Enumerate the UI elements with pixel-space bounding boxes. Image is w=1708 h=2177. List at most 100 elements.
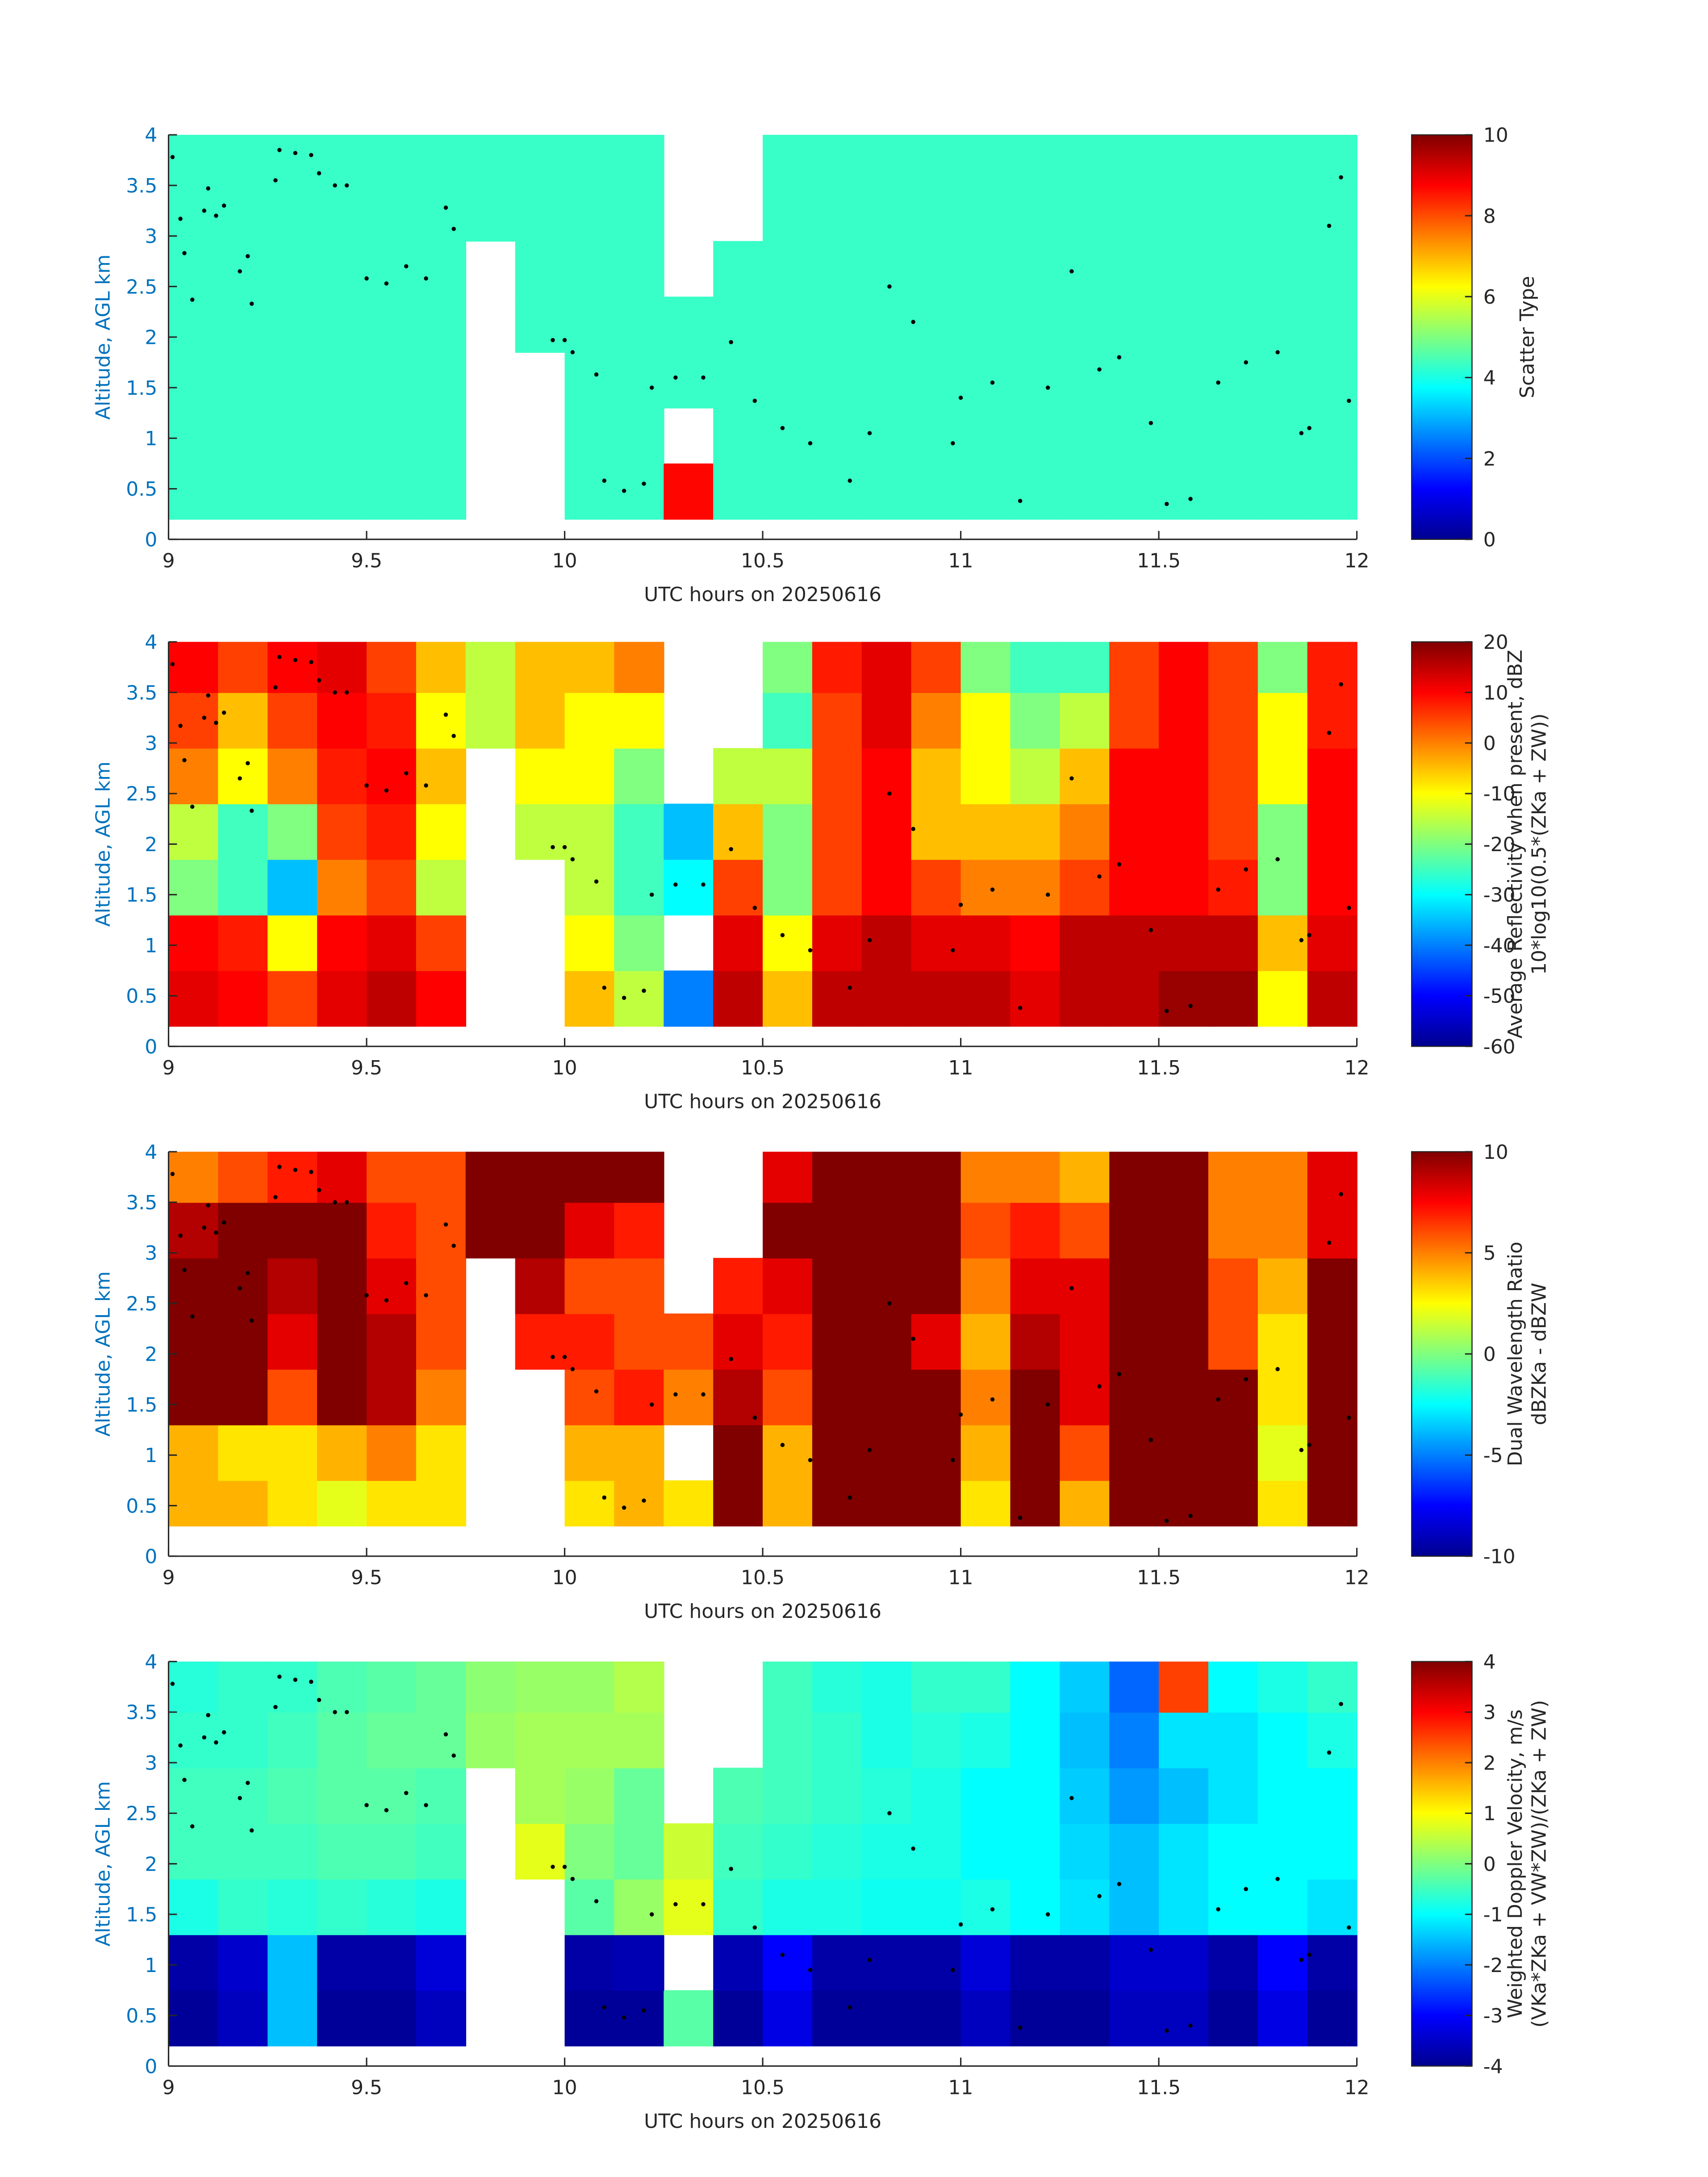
- heatmap-cell: [1109, 134, 1160, 186]
- y-tick-label: 3.5: [126, 175, 157, 197]
- heatmap-cell: [1060, 297, 1110, 353]
- heatmap-cell: [1109, 642, 1160, 693]
- point: [1299, 1448, 1304, 1452]
- heatmap-cell: [1060, 185, 1110, 242]
- heatmap-cell: [763, 185, 813, 242]
- heatmap-cell: [1109, 1152, 1160, 1203]
- point: [1307, 1443, 1311, 1447]
- x-tick-label: 9.5: [351, 1057, 382, 1079]
- heatmap-cell: [564, 692, 615, 749]
- point: [673, 375, 678, 380]
- heatmap-cell: [267, 297, 318, 353]
- heatmap-cell: [763, 1202, 813, 1259]
- heatmap-cell: [1109, 970, 1160, 1027]
- heatmap-cell: [1208, 970, 1259, 1027]
- point: [1165, 501, 1169, 506]
- heatmap-cell: [1010, 1935, 1061, 1991]
- heatmap-cell: [317, 1258, 367, 1314]
- colorbar-tick-label: 3: [1483, 1701, 1496, 1724]
- heatmap-cell: [763, 1768, 813, 1824]
- heatmap-cell: [960, 1258, 1011, 1314]
- heatmap-cell: [366, 1990, 417, 2047]
- heatmap-cell: [1109, 1661, 1160, 1713]
- heatmap-cell: [317, 1823, 367, 1880]
- heatmap-cell: [416, 748, 467, 804]
- heatmap-cell: [1208, 1202, 1259, 1259]
- heatmap-cell: [1010, 352, 1061, 409]
- heatmap-cell: [1208, 1823, 1259, 1880]
- heatmap-cell: [366, 463, 417, 520]
- heatmap-cell: [1208, 1879, 1259, 1935]
- heatmap-cell: [713, 1258, 764, 1314]
- y-tick-label: 1: [145, 1444, 157, 1467]
- heatmap-cell: [960, 1935, 1011, 1991]
- heatmap-cell: [465, 185, 516, 242]
- point: [1216, 887, 1220, 892]
- point: [202, 715, 207, 720]
- heatmap-cell: [1010, 642, 1061, 693]
- point: [364, 783, 369, 788]
- heatmap-cell: [1060, 1935, 1110, 1991]
- point: [1018, 1516, 1023, 1520]
- heatmap-cell: [564, 859, 615, 916]
- heatmap-cell: [564, 185, 615, 242]
- point: [246, 761, 250, 765]
- heatmap-cell: [1060, 1258, 1110, 1314]
- point: [1117, 1372, 1122, 1376]
- heatmap-cell: [515, 1823, 565, 1880]
- heatmap-cell: [267, 1712, 318, 1768]
- y-tick-label: 1.5: [126, 1394, 157, 1417]
- heatmap-cell: [1060, 1480, 1110, 1527]
- point: [602, 1495, 606, 1500]
- heatmap-cell: [564, 1990, 615, 2047]
- heatmap-cell: [911, 1990, 961, 2047]
- point: [958, 1412, 963, 1417]
- heatmap-cell: [1208, 1990, 1259, 2047]
- heatmap-cell: [763, 859, 813, 916]
- point: [404, 771, 409, 776]
- heatmap-cell: [168, 1202, 219, 1259]
- point: [309, 1170, 313, 1174]
- heatmap-cell: [1060, 1202, 1110, 1259]
- heatmap-cell: [168, 1425, 219, 1481]
- heatmap-cell: [416, 1369, 467, 1425]
- heatmap-cell: [416, 134, 467, 186]
- point: [170, 155, 175, 159]
- heatmap-cell: [1257, 185, 1308, 242]
- heatmap-cell: [861, 1480, 912, 1527]
- heatmap-cell: [317, 803, 367, 860]
- heatmap-cell: [218, 1480, 268, 1527]
- heatmap-cell: [317, 1661, 367, 1713]
- point: [273, 1705, 278, 1709]
- x-tick-label: 9.5: [351, 550, 382, 572]
- heatmap-cell: [564, 463, 615, 520]
- heatmap-cell: [1307, 642, 1357, 693]
- heatmap-cell: [1257, 1990, 1308, 2047]
- heatmap-cell: [168, 185, 219, 242]
- colorbar-tick-label: -4: [1483, 2055, 1503, 2078]
- heatmap-cell: [713, 748, 764, 804]
- point: [1148, 1947, 1153, 1952]
- heatmap-cell: [911, 692, 961, 749]
- heatmap-cell: [1159, 1768, 1209, 1824]
- heatmap-cell: [218, 1768, 268, 1824]
- heatmap-cell: [861, 241, 912, 297]
- point: [1347, 1415, 1351, 1420]
- heatmap-cell: [960, 915, 1011, 971]
- heatmap-cell: [218, 1202, 268, 1259]
- heatmap-cell: [1159, 352, 1209, 409]
- point: [780, 426, 785, 430]
- point: [451, 1243, 456, 1248]
- heatmap-cell: [1010, 241, 1061, 297]
- heatmap-cell: [960, 1480, 1011, 1527]
- heatmap-cell: [416, 642, 467, 693]
- heatmap-cell: [1257, 748, 1308, 804]
- heatmap-cell: [1208, 1313, 1259, 1370]
- point: [911, 320, 915, 324]
- x-tick-label: 12: [1345, 1567, 1370, 1589]
- heatmap-cell: [317, 1369, 367, 1425]
- point: [1097, 367, 1102, 372]
- point: [1339, 682, 1343, 687]
- x-tick-label: 10: [552, 2076, 577, 2099]
